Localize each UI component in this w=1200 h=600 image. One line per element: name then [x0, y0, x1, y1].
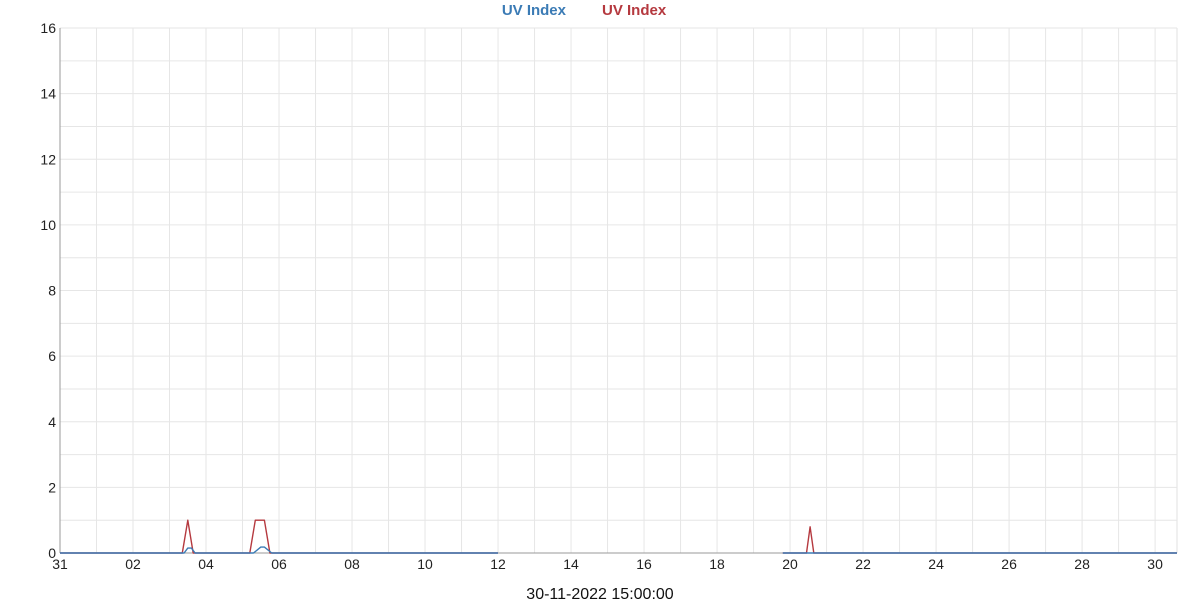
x-tick-label: 10: [417, 556, 433, 572]
chart-legend: UV Index UV Index: [502, 2, 667, 19]
y-tick-label: 6: [48, 348, 56, 364]
x-tick-label: 20: [782, 556, 798, 572]
x-tick-label: 30: [1147, 556, 1163, 572]
x-tick-label: 16: [636, 556, 652, 572]
y-tick-label: 0: [48, 545, 56, 561]
legend-entry-uv-index-blue[interactable]: UV Index: [502, 2, 567, 19]
x-tick-label: 28: [1074, 556, 1090, 572]
x-tick-label: 26: [1001, 556, 1017, 572]
y-tick-label: 14: [40, 86, 56, 102]
grid-lines: [60, 27, 1178, 554]
x-tick-label: 12: [490, 556, 506, 572]
x-tick-label: 04: [198, 556, 214, 572]
series-line-blue: [60, 546, 498, 554]
y-axis: 0 2 4 6 8 10 12 14 16: [40, 20, 61, 561]
x-tick-label: 14: [563, 556, 579, 572]
x-tick-label: 08: [344, 556, 360, 572]
x-axis-title: 30-11-2022 15:00:00: [526, 586, 673, 600]
series-line-red: [782, 526, 1177, 554]
y-tick-label: 10: [40, 217, 56, 233]
x-tick-label: 31: [52, 556, 68, 572]
series-layer: [60, 519, 1177, 554]
legend-entry-uv-index-red[interactable]: UV Index: [602, 2, 667, 19]
x-tick-label: 24: [928, 556, 944, 572]
y-tick-label: 12: [40, 151, 56, 167]
x-tick-label: 22: [855, 556, 871, 572]
y-tick-label: 16: [40, 20, 56, 36]
y-tick-label: 2: [48, 479, 56, 495]
x-tick-label: 18: [709, 556, 725, 572]
x-axis: 31 02 04 06 08 10 12 14 16 18 20 22 24 26 28 30: [52, 552, 1177, 572]
x-tick-label: 06: [271, 556, 287, 572]
y-tick-label: 4: [48, 414, 56, 430]
y-tick-label: 8: [48, 283, 56, 299]
x-tick-label: 02: [125, 556, 141, 572]
